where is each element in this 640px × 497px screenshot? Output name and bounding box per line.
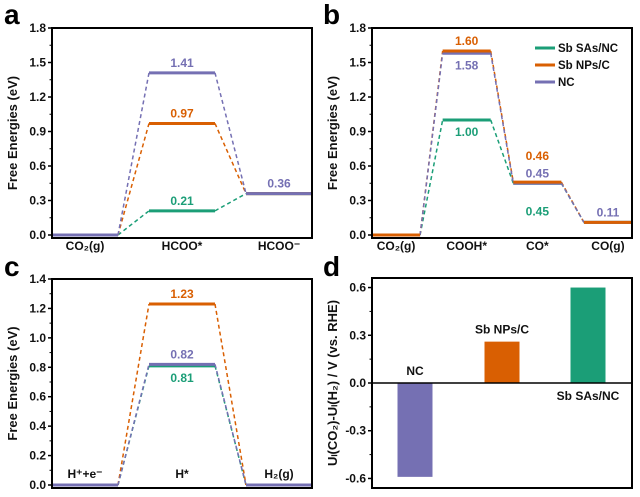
value-label: 0.36 xyxy=(267,177,291,191)
y-tick-label: 0.6 xyxy=(29,159,46,173)
y-tick-label: 0.2 xyxy=(29,449,46,463)
y-tick-label: 0.4 xyxy=(29,419,46,433)
y-tick-label: 0.0 xyxy=(29,228,46,242)
plot-frame xyxy=(51,278,313,489)
y-tick-label: 0.8 xyxy=(29,360,46,374)
plot-frame xyxy=(371,277,633,489)
y-axis-label: Uₗ(CO₂)-Uₗ(H₂) / V (vs. RHE) xyxy=(325,300,340,466)
x-category-label: H⁺+e⁻ xyxy=(67,467,102,481)
connector-dashed xyxy=(117,123,150,236)
value-label: 0.82 xyxy=(170,347,194,361)
connector-dashed xyxy=(117,365,150,486)
y-tick-label: 1.2 xyxy=(349,90,366,104)
value-label: 0.21 xyxy=(170,194,194,208)
value-label: 0.11 xyxy=(597,205,620,219)
bar xyxy=(570,287,606,383)
value-label: 1.23 xyxy=(170,287,194,301)
value-label: 0.81 xyxy=(170,371,194,385)
bar-label: Sb SAs/NC xyxy=(557,389,620,403)
x-category-label: HCOO⁻ xyxy=(258,239,300,253)
y-axis-label: Free Energies (eV) xyxy=(325,76,340,190)
connector-dashed xyxy=(560,182,585,223)
legend-label: Sb SAs/NC xyxy=(558,43,618,55)
panel-letter: d xyxy=(323,251,340,282)
x-category-label: H* xyxy=(175,467,189,481)
y-axis-label: Free Energies (eV) xyxy=(5,326,20,440)
value-label: 0.97 xyxy=(170,106,194,120)
connector-dashed xyxy=(117,303,150,486)
connector-dashed xyxy=(419,119,444,236)
x-category-label: H₂(g) xyxy=(264,467,293,481)
y-tick-label: 1.5 xyxy=(29,56,46,70)
bar-label: Sb NPs/C xyxy=(475,323,529,337)
y-tick-label: -0.6 xyxy=(345,471,366,485)
value-label: 1.58 xyxy=(455,58,479,72)
y-tick-label: 0.3 xyxy=(349,328,366,342)
bar xyxy=(397,383,433,477)
y-tick-label: 1.0 xyxy=(29,331,46,345)
y-tick-label: 0.0 xyxy=(29,478,46,492)
x-category-label: CO₂(g) xyxy=(377,239,416,253)
value-label: 1.60 xyxy=(455,34,479,48)
y-tick-label: 0.0 xyxy=(349,376,366,390)
x-category-label: CO(g) xyxy=(591,239,624,253)
legend-label: Sb NPs/C xyxy=(558,60,610,72)
y-tick-label: 0.6 xyxy=(349,159,366,173)
y-tick-label: 1.2 xyxy=(29,301,46,315)
connector-dashed xyxy=(419,53,444,236)
y-tick-label: 1.4 xyxy=(29,272,46,286)
panel-b: b 0.0 0.3 0.6 0.9 1.2 1.5 1.8 Free Energies (eV)… xyxy=(323,0,633,253)
y-tick-label: 0.9 xyxy=(349,125,366,139)
x-category-label: CO* xyxy=(526,239,549,253)
connector-dashed xyxy=(117,364,150,486)
y-tick-label: 1.8 xyxy=(349,21,366,35)
value-label: 1.00 xyxy=(455,125,479,139)
panel-letter: b xyxy=(323,0,340,30)
connector-dashed xyxy=(117,72,150,236)
x-category-label: CO₂(g) xyxy=(66,239,105,253)
panel-letter: c xyxy=(4,251,20,282)
panel-d: d -0.6 -0.3 0.0 0.3 0.6 Uₗ(CO₂)-Uₗ(H₂) / V (vs… xyxy=(323,251,633,489)
y-tick-label: 0.0 xyxy=(349,228,366,242)
panel-a: a 0.0 0.3 0.6 0.9 1.2 1.5 1.8 Free Energies (eV)… xyxy=(4,0,313,253)
y-tick-label: 1.5 xyxy=(349,56,366,70)
connector-dashed xyxy=(214,192,247,212)
plot-frame xyxy=(51,27,313,239)
value-label: 0.45 xyxy=(526,204,550,218)
x-category-label: COOH* xyxy=(446,239,487,253)
bar xyxy=(484,341,520,383)
connector-dashed xyxy=(489,119,515,184)
y-axis-label: Free Energies (eV) xyxy=(5,76,20,190)
connector-dashed xyxy=(489,53,515,184)
legend: Sb SAs/NC Sb NPs/C NC xyxy=(535,43,618,89)
y-tick-label: 1.2 xyxy=(29,90,46,104)
panel-c: c 0.0 0.2 0.4 0.6 0.8 1.0 1.2 1.4 Free Energies (… xyxy=(4,251,313,492)
bar-label: NC xyxy=(406,364,424,378)
y-tick-label: -0.3 xyxy=(345,424,366,438)
y-tick-label: 1.8 xyxy=(29,21,46,35)
y-tick-label: 0.6 xyxy=(349,281,366,295)
value-label: 0.45 xyxy=(526,166,550,180)
x-category-label: HCOO* xyxy=(162,239,203,253)
value-label: 1.41 xyxy=(170,56,194,70)
y-tick-label: 0.6 xyxy=(29,390,46,404)
y-tick-label: 0.3 xyxy=(29,194,46,208)
connector-dashed xyxy=(214,303,247,486)
legend-label: NC xyxy=(558,77,575,89)
y-tick-label: 0.9 xyxy=(29,125,46,139)
plot-frame xyxy=(371,27,633,239)
y-tick-label: 0.3 xyxy=(349,194,366,208)
value-label: 0.46 xyxy=(526,149,550,163)
connector-dashed xyxy=(214,123,247,194)
panel-letter: a xyxy=(4,0,20,30)
